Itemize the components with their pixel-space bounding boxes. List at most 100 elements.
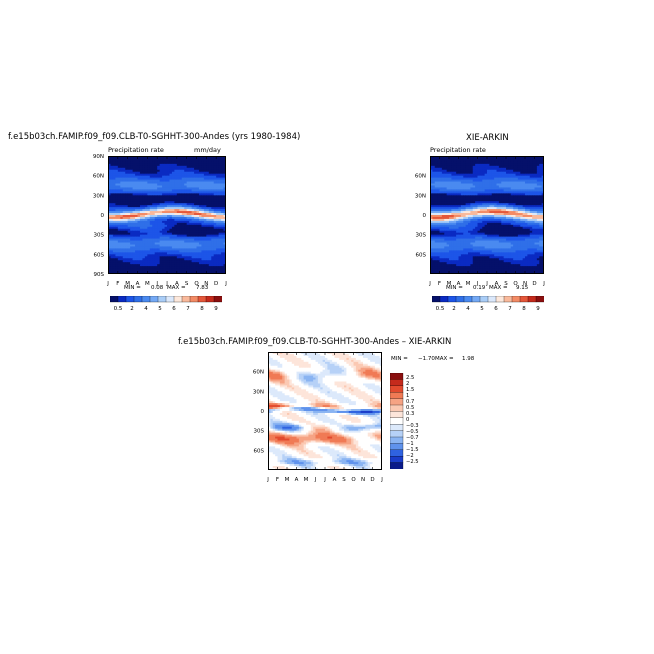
heatmap-cell (152, 254, 156, 257)
heatmap-cell (135, 250, 138, 253)
heatmap-cell (142, 191, 146, 194)
heatmap-cell (453, 218, 457, 222)
heatmap-cell (125, 268, 129, 271)
heatmap-cell (520, 224, 524, 228)
heatmap-cell (223, 236, 226, 239)
heatmap-cell (477, 224, 481, 228)
heatmap-cell (503, 175, 507, 179)
heatmap-cell (157, 173, 161, 177)
heatmap-cell (221, 252, 224, 255)
heatmap-cell (174, 179, 178, 182)
heatmap-cell (184, 209, 188, 212)
heatmap-cell (162, 216, 165, 220)
heatmap-cell (189, 270, 192, 273)
heatmap-cell (541, 199, 544, 202)
heatmap-cell (184, 171, 188, 175)
heatmap-cell (475, 220, 478, 224)
heatmap-cell (536, 220, 540, 224)
colorbar-label: 8 (200, 306, 204, 312)
heatmap-cell (513, 187, 516, 190)
heatmap-cell (144, 185, 148, 188)
heatmap-cell (506, 203, 509, 206)
heatmap-cell (142, 224, 146, 228)
heatmap-cell (468, 224, 471, 228)
heatmap-cell (174, 185, 178, 188)
heatmap-cell (186, 244, 190, 247)
heatmap-cell (482, 177, 486, 180)
heatmap-cell (203, 205, 207, 208)
heatmap-cell (218, 201, 222, 204)
heatmap-cell (154, 260, 158, 263)
heatmap-cell (196, 197, 200, 200)
heatmap-cell (191, 167, 195, 171)
heatmap-cell (135, 242, 138, 245)
heatmap-cell (139, 250, 143, 253)
heatmap-cell (154, 252, 158, 255)
heatmap-cell (112, 156, 116, 159)
heatmap-cell (211, 264, 215, 267)
heatmap-cell (221, 238, 224, 241)
heatmap-cell (201, 195, 205, 198)
heatmap-cell (216, 240, 220, 243)
heatmap-cell (108, 199, 111, 202)
heatmap-cell (203, 207, 207, 210)
heatmap-cell (221, 213, 224, 216)
heatmap-cell (527, 161, 531, 165)
heatmap-cell (198, 177, 202, 180)
heatmap-cell (513, 222, 516, 226)
heatmap-cell (218, 199, 222, 202)
heatmap-cell (517, 220, 521, 224)
heatmap-cell (201, 213, 205, 216)
heatmap-cell (194, 209, 197, 212)
heatmap-cell (477, 199, 481, 202)
heatmap-cell (221, 163, 224, 167)
heatmap-cell (506, 189, 509, 192)
heatmap-cell (515, 209, 519, 212)
heatmap-cell (115, 213, 119, 216)
heatmap-cell (494, 197, 497, 200)
heatmap-cell (189, 228, 192, 232)
heatmap-cell (221, 171, 224, 175)
heatmap-cell (465, 187, 469, 190)
heatmap-cell (125, 195, 129, 198)
heatmap-cell (520, 187, 524, 190)
heatmap-cell (125, 205, 129, 208)
heatmap-cell (191, 252, 195, 255)
heatmap-cell (110, 215, 114, 218)
heatmap-cell (208, 195, 212, 198)
heatmap-cell (139, 260, 143, 263)
heatmap-cell (181, 171, 185, 175)
heatmap-cell (484, 173, 488, 177)
heatmap-cell (142, 220, 146, 224)
heatmap-cell (198, 264, 202, 267)
heatmap-cell (203, 199, 207, 202)
heatmap-cell (110, 211, 114, 214)
heatmap-cell (463, 191, 467, 194)
heatmap-cell (475, 181, 478, 184)
heatmap-cell (144, 264, 148, 267)
heatmap-cell (522, 187, 526, 190)
heatmap-cell (539, 169, 543, 173)
heatmap-cell (159, 207, 163, 210)
heatmap-cell (159, 224, 163, 228)
heatmap-cell (456, 195, 459, 198)
heatmap-cell (513, 169, 516, 173)
colorbar-swatch (173, 296, 183, 303)
heatmap-cell (206, 264, 210, 267)
heatmap-cell (456, 181, 459, 184)
heatmap-cell (130, 163, 133, 167)
heatmap-cell (453, 159, 457, 163)
heatmap-cell (189, 230, 192, 234)
heatmap-cell (477, 177, 481, 180)
heatmap-cell (167, 234, 170, 238)
heatmap-cell (130, 266, 133, 269)
heatmap-cell (149, 189, 153, 192)
heatmap-cell (120, 268, 124, 271)
heatmap-cell (439, 209, 443, 212)
heatmap-cell (525, 163, 528, 167)
heatmap-cell (125, 216, 129, 220)
heatmap-cell (203, 234, 207, 238)
heatmap-cell (218, 161, 222, 165)
heatmap-cell (157, 215, 161, 218)
heatmap-cell (198, 199, 202, 202)
